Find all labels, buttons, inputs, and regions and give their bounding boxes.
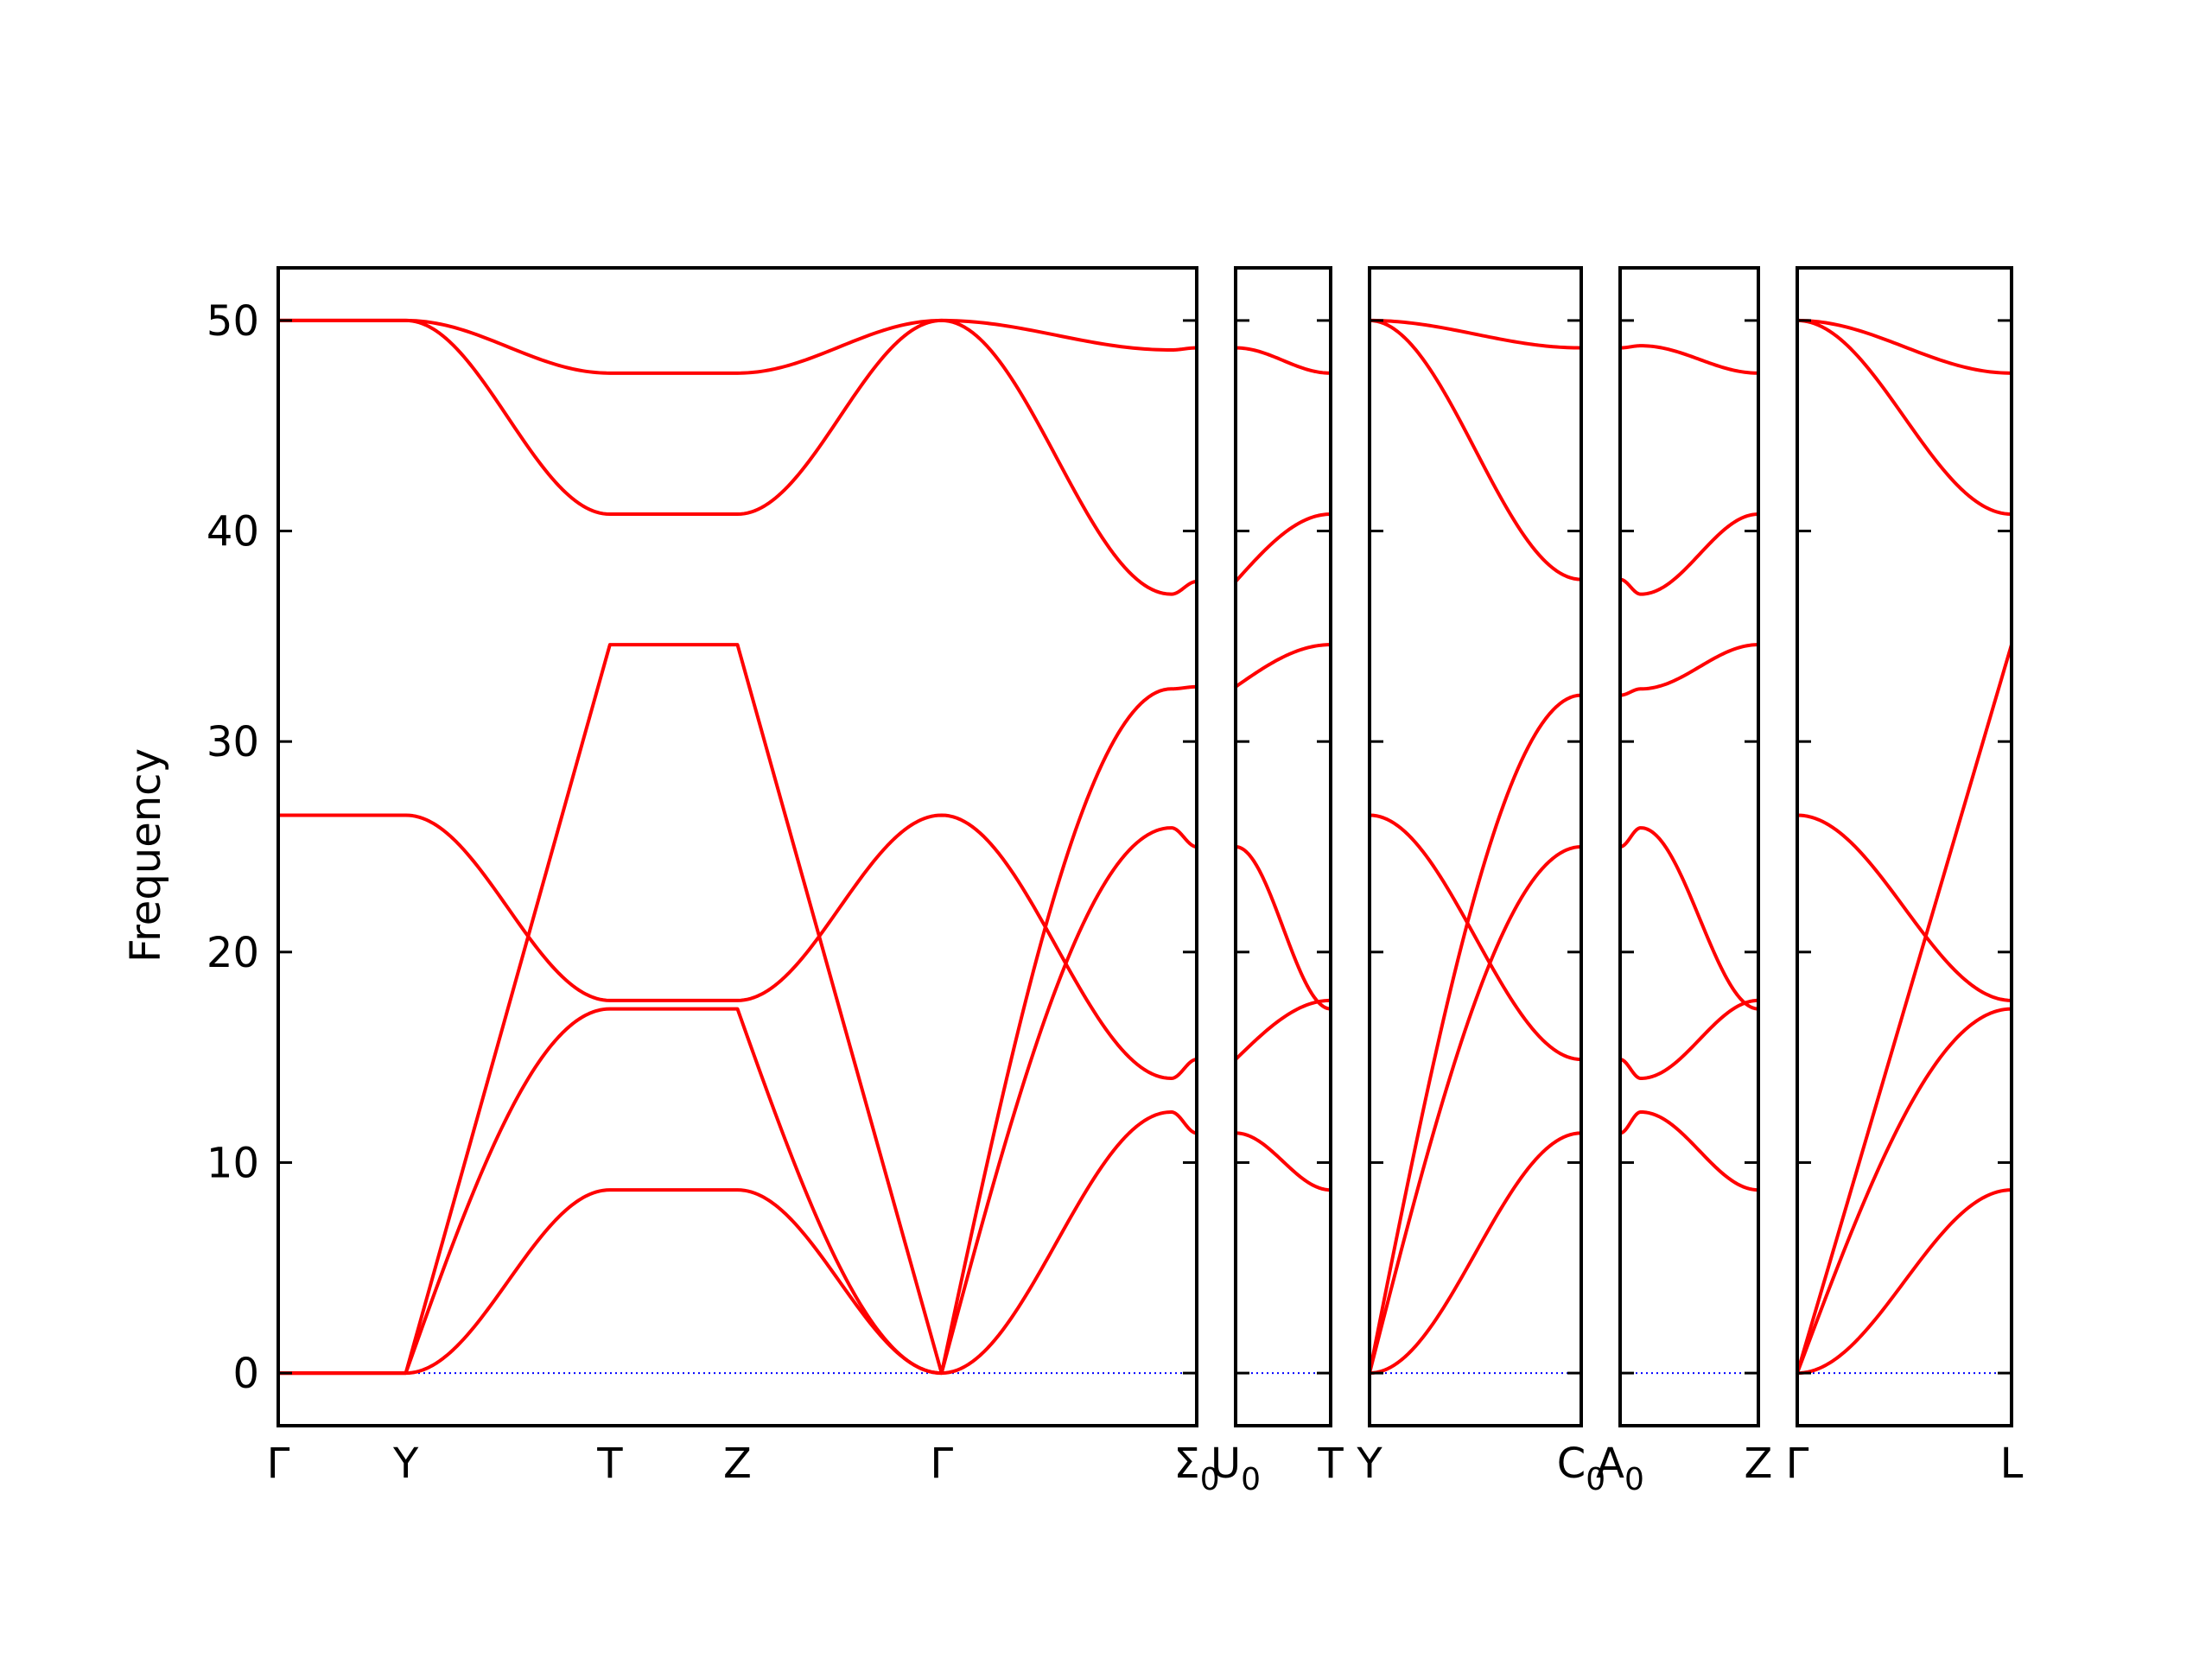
x-tick-label: Y — [392, 1440, 419, 1488]
panel-3: Y C0 — [1356, 266, 1605, 1497]
panel-2: U0 T — [1211, 266, 1344, 1497]
x-tick-label: T — [1317, 1440, 1344, 1488]
band-line-2 — [1618, 998, 1760, 1080]
panel-frame — [1368, 266, 1583, 1427]
band-line-6 — [1796, 318, 2013, 375]
x-tick-label: Z — [723, 1440, 752, 1488]
band-line-4 — [1368, 813, 1583, 1062]
band-line-4 — [1618, 643, 1760, 697]
x-tick-label: U0 — [1211, 1440, 1261, 1497]
band-line-2 — [1368, 845, 1583, 1376]
y-tick-label: 20 — [207, 929, 259, 977]
band-line-3 — [1368, 693, 1583, 1376]
panel-frame — [1796, 266, 2013, 1427]
x-tick-label: Γ — [267, 1440, 290, 1488]
band-line-4 — [1234, 643, 1332, 689]
band-line-2 — [1796, 1007, 2013, 1376]
x-tick-label: Z — [1745, 1440, 1773, 1488]
band-line-5 — [1618, 512, 1760, 596]
x-tick-label: A0 — [1596, 1440, 1644, 1497]
band-line-3 — [1796, 643, 2013, 1376]
y-tick-label: 10 — [207, 1139, 259, 1187]
x-tick-label: Γ — [930, 1440, 953, 1488]
x-tick-label: Y — [1356, 1440, 1382, 1488]
band-line-1 — [1796, 1188, 2013, 1376]
y-axis-label: Frequency — [122, 748, 170, 963]
band-line-4 — [276, 813, 1198, 1080]
band-line-2 — [276, 826, 1198, 1376]
band-line-6 — [276, 318, 1198, 375]
panel-4: A0 Z — [1596, 266, 1773, 1497]
band-line-5 — [1234, 512, 1332, 584]
panel-frame — [1618, 266, 1760, 1427]
y-tick-label: 40 — [207, 508, 259, 556]
band-line-5 — [1368, 318, 1583, 582]
band-line-5 — [276, 318, 1198, 596]
band-line-4 — [1796, 813, 2013, 1002]
x-tick-label: C0 — [1557, 1440, 1605, 1497]
y-tick-label: 30 — [207, 718, 259, 766]
panel-1: 0 10 20 30 40 50 Γ Y T Z Γ Σ0 — [207, 266, 1220, 1497]
x-tick-label: Γ — [1786, 1440, 1809, 1488]
band-line-3 — [276, 643, 1198, 1376]
band-line-1 — [1618, 1109, 1760, 1192]
y-tick-label: 50 — [207, 297, 259, 346]
panel-frame — [276, 266, 1198, 1427]
y-tick-label: 0 — [232, 1350, 259, 1398]
x-tick-label: L — [2000, 1440, 2024, 1488]
panel-frame — [1234, 266, 1332, 1427]
band-line-3 — [1234, 845, 1332, 1011]
x-tick-label: Σ0 — [1173, 1440, 1219, 1497]
band-line-5 — [1796, 318, 2013, 517]
x-tick-label: T — [596, 1440, 623, 1488]
band-line-6 — [1368, 318, 1583, 350]
band-line-3 — [1618, 826, 1760, 1011]
band-line-1 — [1368, 1131, 1583, 1376]
band-line-2 — [1234, 998, 1332, 1062]
band-line-6 — [1618, 344, 1760, 375]
band-line-6 — [1234, 346, 1332, 375]
band-line-1 — [1234, 1131, 1332, 1192]
